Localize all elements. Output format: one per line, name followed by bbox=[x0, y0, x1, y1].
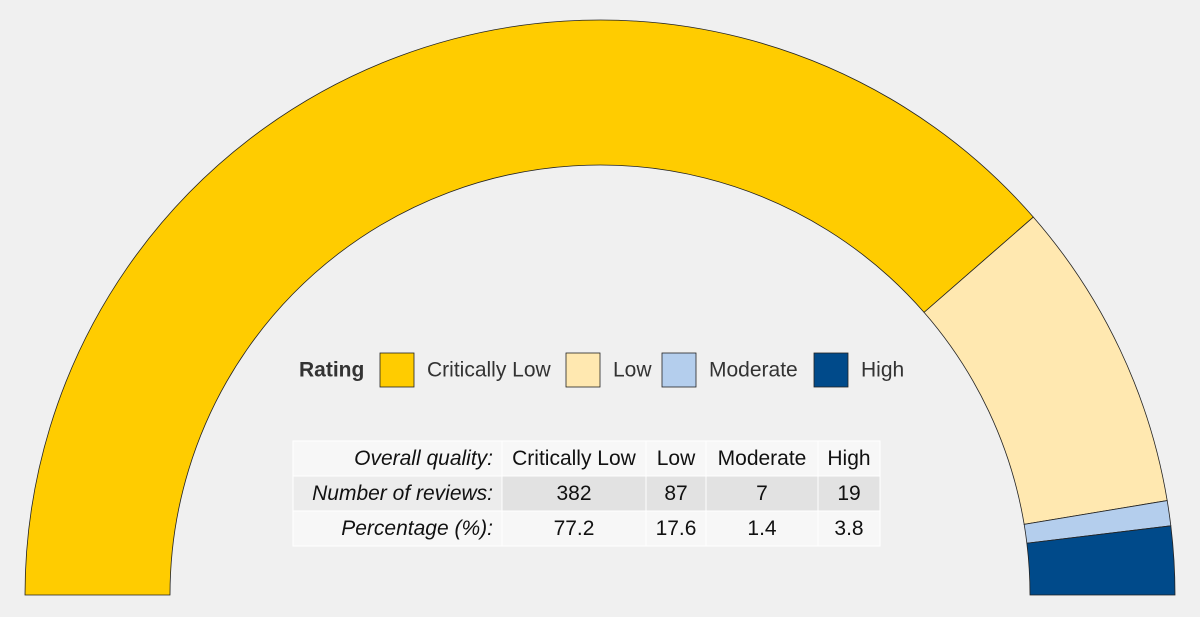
table-cell bbox=[501, 510, 647, 547]
legend-swatch bbox=[565, 352, 601, 388]
percentage: 1.4 bbox=[747, 517, 777, 540]
row-label: Percentage (%): bbox=[341, 517, 493, 540]
legend-label: Critically Low bbox=[427, 359, 552, 382]
legend-title: Rating bbox=[299, 359, 364, 382]
table-cell bbox=[817, 510, 881, 547]
legend-swatch bbox=[813, 352, 849, 388]
column-header: High bbox=[827, 447, 870, 470]
table-cell bbox=[645, 510, 707, 547]
row-label: Overall quality: bbox=[354, 447, 493, 470]
percentage: 77.2 bbox=[554, 517, 595, 540]
table-cell bbox=[817, 440, 881, 477]
percentage: 3.8 bbox=[834, 517, 863, 540]
table-cell bbox=[292, 440, 503, 477]
column-header: Moderate bbox=[718, 447, 807, 470]
legend-swatch bbox=[379, 352, 415, 388]
review-count: 7 bbox=[756, 482, 768, 505]
legend-label: Low bbox=[613, 359, 652, 382]
review-count: 87 bbox=[664, 482, 687, 505]
percentage: 17.6 bbox=[656, 517, 697, 540]
column-header: Low bbox=[657, 447, 696, 470]
review-count: 382 bbox=[556, 482, 591, 505]
table-cell bbox=[705, 510, 819, 547]
legend-swatch bbox=[661, 352, 697, 388]
table-cell bbox=[501, 440, 647, 477]
arc-segment bbox=[24, 19, 1034, 596]
column-header: Critically Low bbox=[512, 447, 637, 470]
review-count: 19 bbox=[837, 482, 860, 505]
row-label: Number of reviews: bbox=[312, 482, 493, 505]
table-cell bbox=[292, 510, 503, 547]
table-cell bbox=[705, 440, 819, 477]
arc-segment bbox=[1026, 525, 1176, 596]
table-cell bbox=[817, 475, 881, 512]
table-cell bbox=[645, 440, 707, 477]
legend-label: Moderate bbox=[709, 359, 798, 382]
legend-label: High bbox=[861, 359, 904, 382]
